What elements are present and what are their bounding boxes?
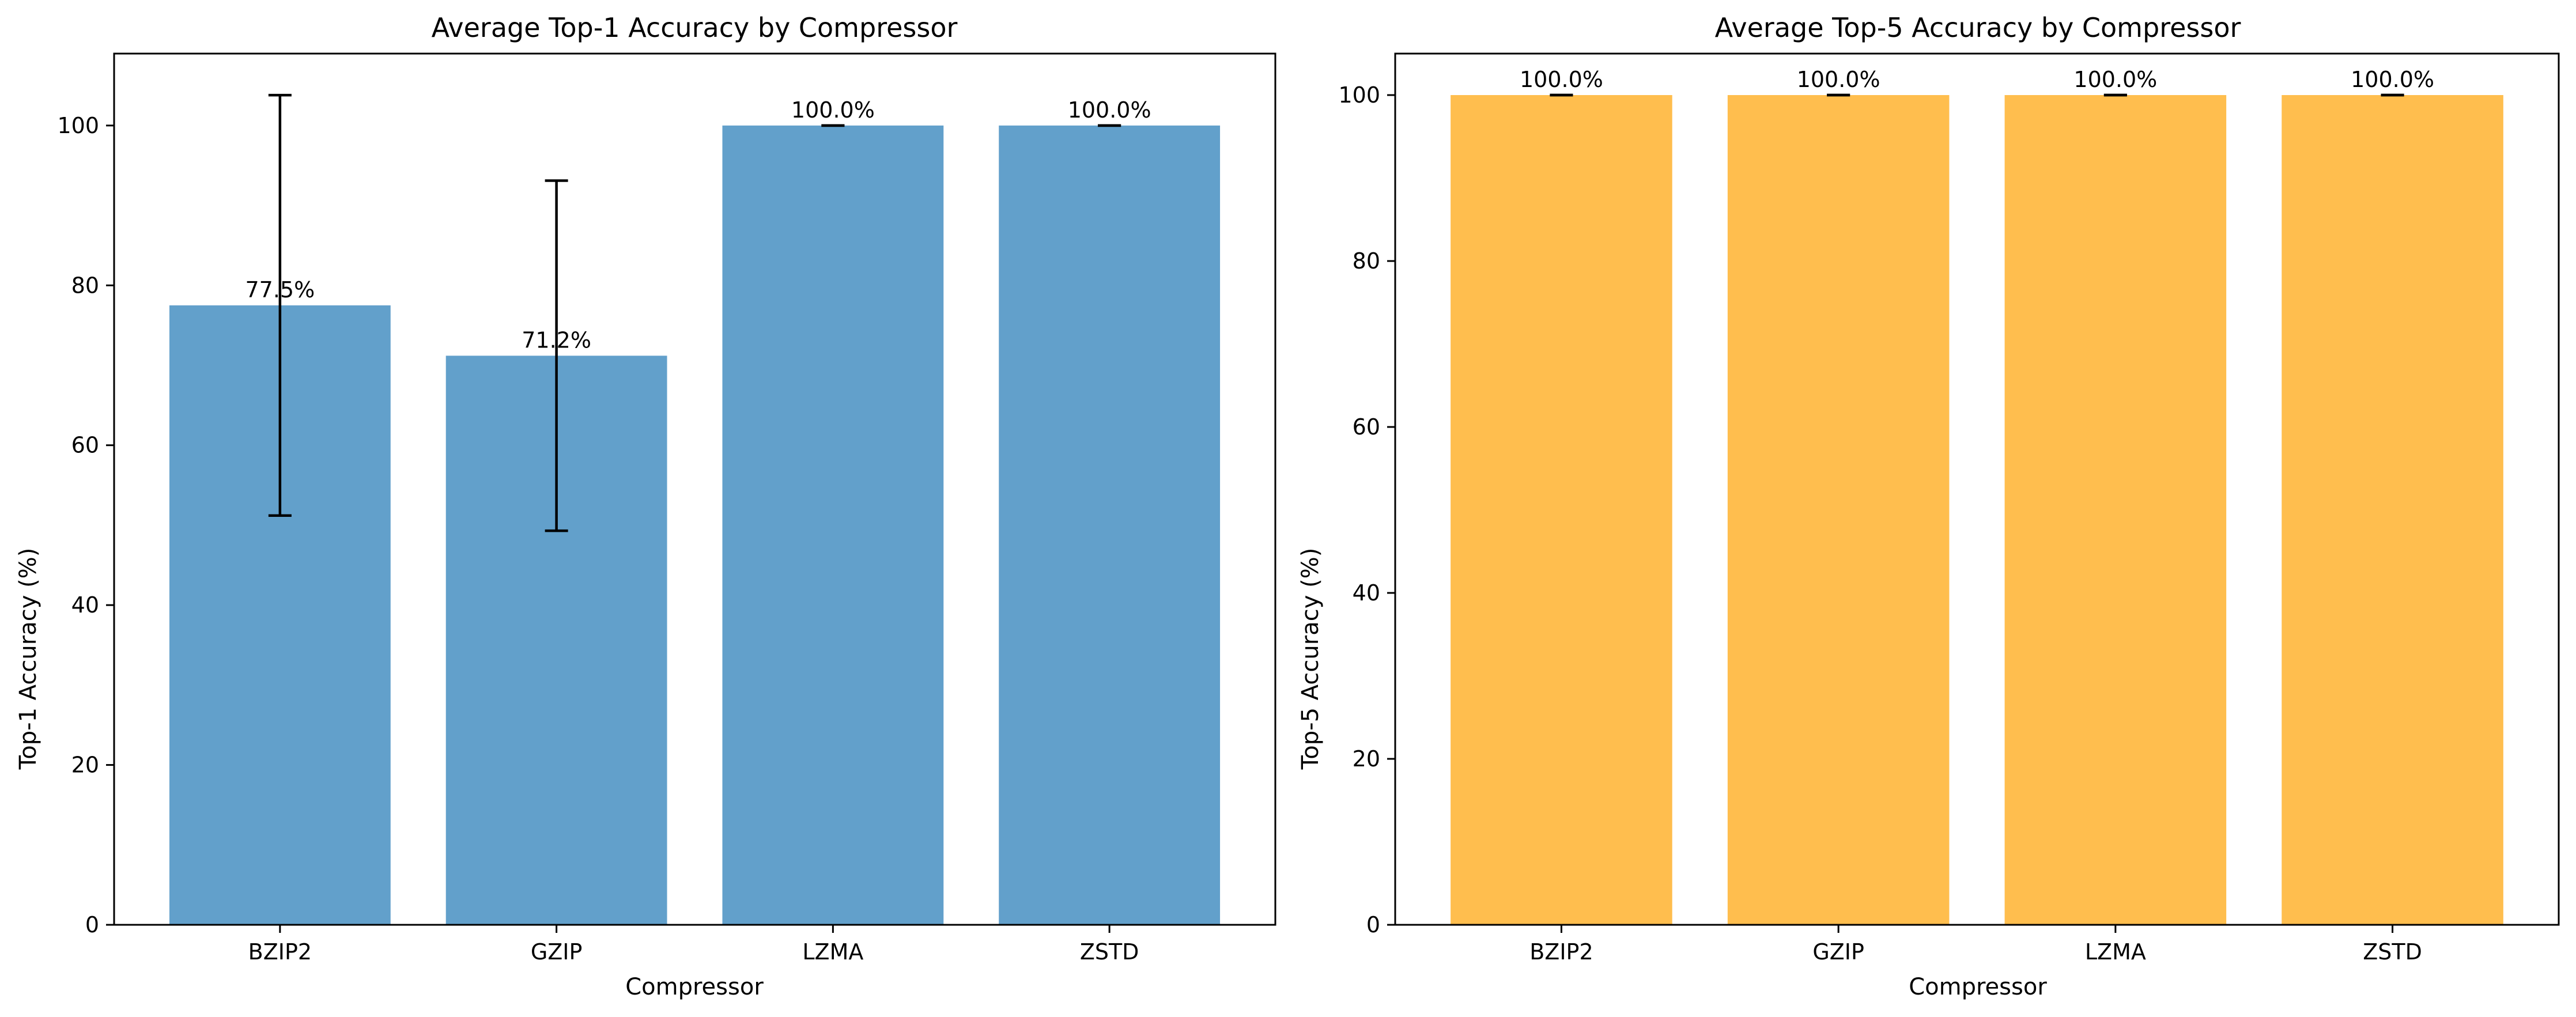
y-tick-label: 40 bbox=[1353, 580, 1380, 606]
x-tick-label: BZIP2 bbox=[248, 939, 312, 965]
y-tick-label: 40 bbox=[71, 592, 99, 618]
y-axis-label: Top-1 Accuracy (%) bbox=[15, 548, 41, 770]
data-label: 71.2% bbox=[522, 327, 591, 353]
y-tick-label: 0 bbox=[85, 912, 99, 937]
y-tick-label: 0 bbox=[1366, 912, 1380, 937]
x-tick-label: ZSTD bbox=[1080, 939, 1139, 965]
chart-title: Average Top-1 Accuracy by Compressor bbox=[432, 12, 958, 43]
y-axis-label: Top-5 Accuracy (%) bbox=[1297, 548, 1324, 770]
x-tick-label: LZMA bbox=[802, 939, 863, 965]
data-label: 100.0% bbox=[791, 97, 875, 123]
plot-frame bbox=[113, 52, 1276, 926]
chart-top1-panel: Average Top-1 Accuracy by Compressor 77.… bbox=[15, 12, 1276, 1000]
x-tick-label: BZIP2 bbox=[1529, 939, 1593, 965]
bar-lzma bbox=[722, 125, 944, 925]
data-label: 100.0% bbox=[1068, 97, 1151, 123]
x-axis-label: Compressor bbox=[625, 974, 764, 1000]
plot-area: 77.5% 71.2% 100.0% 100.0% 0 20 40 60 80 100 BZIP2 G… bbox=[57, 52, 1276, 965]
bar-lzma bbox=[2004, 95, 2227, 925]
y-tick-label: 20 bbox=[1353, 746, 1380, 772]
bar-zstd bbox=[2282, 95, 2503, 925]
chart-top5-panel: Average Top-5 Accuracy by Compressor 100… bbox=[1297, 12, 2560, 1000]
x-tick-label: GZIP bbox=[1812, 939, 1864, 965]
chart-title: Average Top-5 Accuracy by Compressor bbox=[1715, 12, 2241, 43]
data-label: 100.0% bbox=[2351, 67, 2434, 92]
y-tick-label: 80 bbox=[1353, 248, 1380, 274]
bar-gzip bbox=[1727, 95, 1950, 925]
y-tick-label: 60 bbox=[71, 433, 99, 458]
data-label: 100.0% bbox=[2073, 67, 2157, 92]
y-tick-label: 80 bbox=[71, 273, 99, 298]
x-tick-label: ZSTD bbox=[2363, 939, 2422, 965]
plot-area: 100.0% 100.0% 100.0% 100.0% 0 20 40 60 80 100 BZIP… bbox=[1338, 52, 2560, 965]
x-tick-label: LZMA bbox=[2085, 939, 2146, 965]
data-label: 77.5% bbox=[245, 277, 315, 303]
y-tick-label: 20 bbox=[71, 753, 99, 778]
x-tick-label: GZIP bbox=[531, 939, 583, 965]
bar-bzip2 bbox=[1451, 95, 1672, 925]
bar-zstd bbox=[999, 125, 1221, 925]
y-tick-label: 60 bbox=[1353, 414, 1380, 440]
y-tick-label: 100 bbox=[57, 113, 99, 138]
y-tick-label: 100 bbox=[1338, 82, 1380, 108]
plot-frame bbox=[1394, 52, 2560, 926]
data-label: 100.0% bbox=[1797, 67, 1880, 92]
x-axis-label: Compressor bbox=[1909, 974, 2047, 1000]
data-label: 100.0% bbox=[1520, 67, 1603, 92]
